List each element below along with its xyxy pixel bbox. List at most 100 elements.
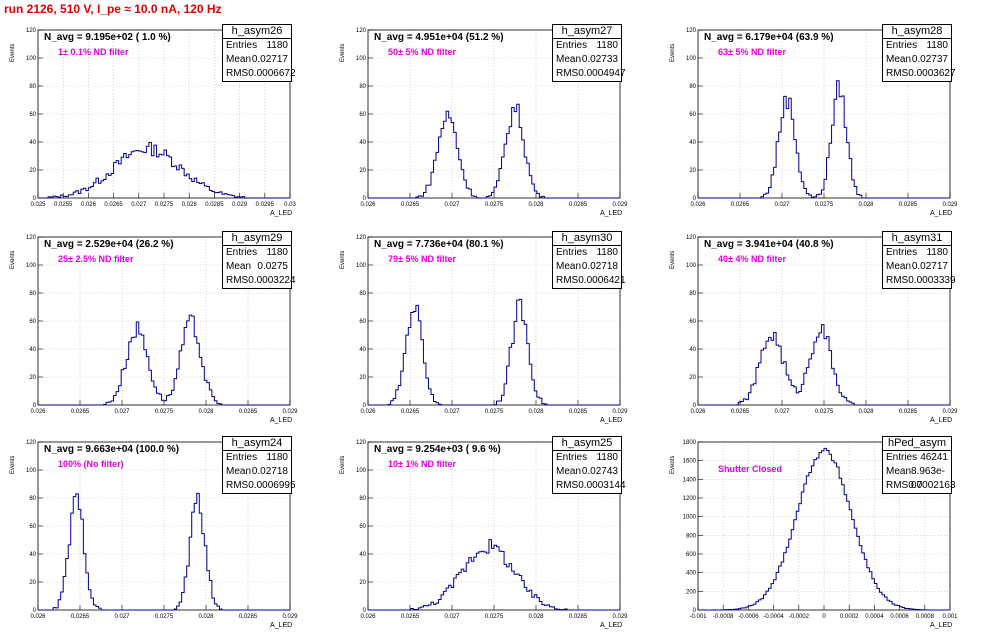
x-tick-label: 0.0006	[890, 614, 909, 620]
histogram-line	[698, 447, 950, 611]
x-tick-label: 0.027	[114, 614, 130, 620]
stats-box: h_asym27 Entries 1180 Mean 0.02733 RMS 0.00049…	[552, 24, 626, 82]
x-tick-label: 0.0265	[104, 202, 123, 208]
y-tick-label: 100	[26, 263, 37, 269]
x-tick-label: 0.0255	[54, 202, 73, 208]
stats-box: hPed_asym Entries 46241 Mean 8.963e-07 RMS 0.0…	[882, 436, 956, 494]
x-tick-label: 0.029	[232, 202, 248, 208]
y-axis-label: Events	[340, 250, 346, 269]
x-tick-label: 0.0285	[569, 409, 588, 415]
y-tick-label: 0	[693, 608, 697, 614]
y-axis-label: Events	[340, 43, 346, 62]
stats-box: h_asym30 Entries 1180 Mean 0.02718 RMS 0.00064…	[552, 231, 626, 289]
y-tick-label: 20	[29, 375, 36, 381]
stats-key: RMS	[226, 480, 249, 491]
histogram-pad-h_asym31: 0.026 0.0265 0.027 0.0275 0.028 0.0285 0.029 0 2…	[660, 225, 990, 430]
y-tick-label: 0	[693, 196, 697, 202]
x-axis-label: A_LED	[600, 210, 623, 217]
stats-row-rms: RMS 0.0004947	[553, 67, 626, 81]
x-tick-label: 0.026	[360, 409, 376, 415]
stats-value: 1180	[596, 40, 618, 51]
y-tick-label: 40	[689, 347, 696, 353]
stats-box: h_asym29 Entries 1180 Mean 0.0275 RMS 0.000322…	[222, 231, 296, 289]
x-tick-label: 0.0265	[731, 202, 750, 208]
stats-row-entries: Entries 1180	[553, 39, 621, 53]
y-tick-label: 200	[686, 589, 697, 595]
stats-row-mean: Mean 0.02717	[883, 260, 951, 274]
y-tick-label: 1600	[683, 459, 697, 465]
stats-value: 0.02743	[581, 466, 618, 477]
y-tick-label: 120	[26, 235, 37, 241]
x-tick-label: 0.0265	[71, 614, 90, 620]
stats-value: 0.0003144	[578, 480, 626, 491]
y-tick-label: 1200	[683, 496, 697, 502]
stats-row-rms: RMS 0.0003627	[883, 67, 956, 81]
x-tick-label: 0.028	[198, 614, 214, 620]
x-tick-label: 0.029	[612, 409, 628, 415]
histogram-pad-h_asym30: 0.026 0.0265 0.027 0.0275 0.028 0.0285 0.029 0 2…	[330, 225, 660, 430]
y-tick-label: 40	[29, 140, 36, 146]
x-tick-label: 0.027	[774, 202, 790, 208]
stats-value: 0.02717	[251, 54, 288, 65]
y-tick-label: 120	[356, 440, 367, 446]
x-axis-label: A_LED	[600, 417, 623, 424]
histogram-line	[698, 324, 950, 406]
x-tick-label: -0.0002	[789, 614, 810, 620]
histogram-pad-h_asym28: 0.026 0.0265 0.027 0.0275 0.028 0.0285 0.029 0 2…	[660, 18, 990, 223]
stats-row-mean: Mean 0.02718	[223, 465, 291, 479]
histogram-line	[368, 539, 620, 611]
stats-key: Mean	[556, 466, 582, 477]
stats-row-rms: RMS 0.0003339	[883, 274, 956, 288]
filter-label: 100% (No filter)	[58, 459, 124, 469]
x-tick-label: 0.0275	[155, 202, 174, 208]
x-tick-label: 0.0265	[401, 202, 420, 208]
x-tick-label: 0.026	[690, 409, 706, 415]
stats-value: 0.02718	[251, 466, 288, 477]
y-tick-label: 120	[686, 28, 697, 34]
x-tick-label: 0.028	[858, 202, 874, 208]
stats-box: h_asym26 Entries 1180 Mean 0.02717 RMS 0.00066…	[222, 24, 296, 82]
histogram-line	[38, 314, 290, 406]
histogram-pad-h_asym26: 0.025 0.0255 0.026 0.0265 0.027 0.0275 0.028 0.…	[0, 18, 330, 223]
y-tick-label: 20	[359, 375, 366, 381]
filter-label: 1± 0.1% ND filter	[58, 47, 129, 57]
stats-row-entries: Entries 1180	[883, 39, 951, 53]
x-tick-label: 0.0275	[485, 614, 504, 620]
stats-row-rms: RMS 0.0006672	[223, 67, 296, 81]
histogram-pad-hPed_asym: -0.001 -0.0008 -0.0006 -0.0004 -0.0002 0 0.000…	[660, 430, 990, 635]
x-axis-label: A_LED	[930, 417, 953, 424]
histogram-line	[368, 103, 620, 199]
stats-value: 46241	[920, 452, 948, 463]
stats-value: 0.02718	[581, 261, 618, 272]
stats-value: 0.02717	[911, 261, 948, 272]
y-tick-label: 60	[29, 319, 36, 325]
stats-key: Entries	[556, 40, 588, 51]
x-tick-label: 0	[822, 614, 826, 620]
y-tick-label: 80	[29, 496, 36, 502]
stats-row-entries: Entries 1180	[553, 451, 621, 465]
stats-value: 0.02733	[581, 54, 618, 65]
x-tick-label: 0.03	[284, 202, 296, 208]
y-tick-label: 60	[29, 524, 36, 530]
x-tick-label: 0.026	[81, 202, 97, 208]
y-tick-label: 400	[686, 571, 697, 577]
stats-box: h_asym28 Entries 1180 Mean 0.02737 RMS 0.00036…	[882, 24, 956, 82]
x-tick-label: 0.028	[198, 409, 214, 415]
histogram-svg: 0.026 0.0265 0.027 0.0275 0.028 0.0285 0.029 0 2…	[26, 235, 298, 415]
y-tick-label: 0	[693, 403, 697, 409]
x-tick-label: 0.026	[690, 202, 706, 208]
y-axis-label: Events	[670, 250, 676, 269]
x-tick-label: -0.0004	[763, 614, 784, 620]
y-tick-label: 1800	[683, 440, 697, 446]
stats-box: h_asym25 Entries 1180 Mean 0.02743 RMS 0.00031…	[552, 436, 626, 494]
y-tick-label: 0	[33, 403, 37, 409]
histogram-svg: 0.025 0.0255 0.026 0.0265 0.027 0.0275 0.028 0.…	[26, 28, 297, 208]
stats-value: 0.0004947	[578, 68, 626, 79]
x-tick-label: 0.0285	[899, 409, 918, 415]
stats-value: 1180	[926, 247, 948, 258]
y-tick-label: 120	[686, 235, 697, 241]
stats-key: Mean	[886, 261, 912, 272]
x-tick-label: 0.0285	[569, 202, 588, 208]
y-tick-label: 20	[689, 375, 696, 381]
stats-key: Mean	[226, 466, 252, 477]
